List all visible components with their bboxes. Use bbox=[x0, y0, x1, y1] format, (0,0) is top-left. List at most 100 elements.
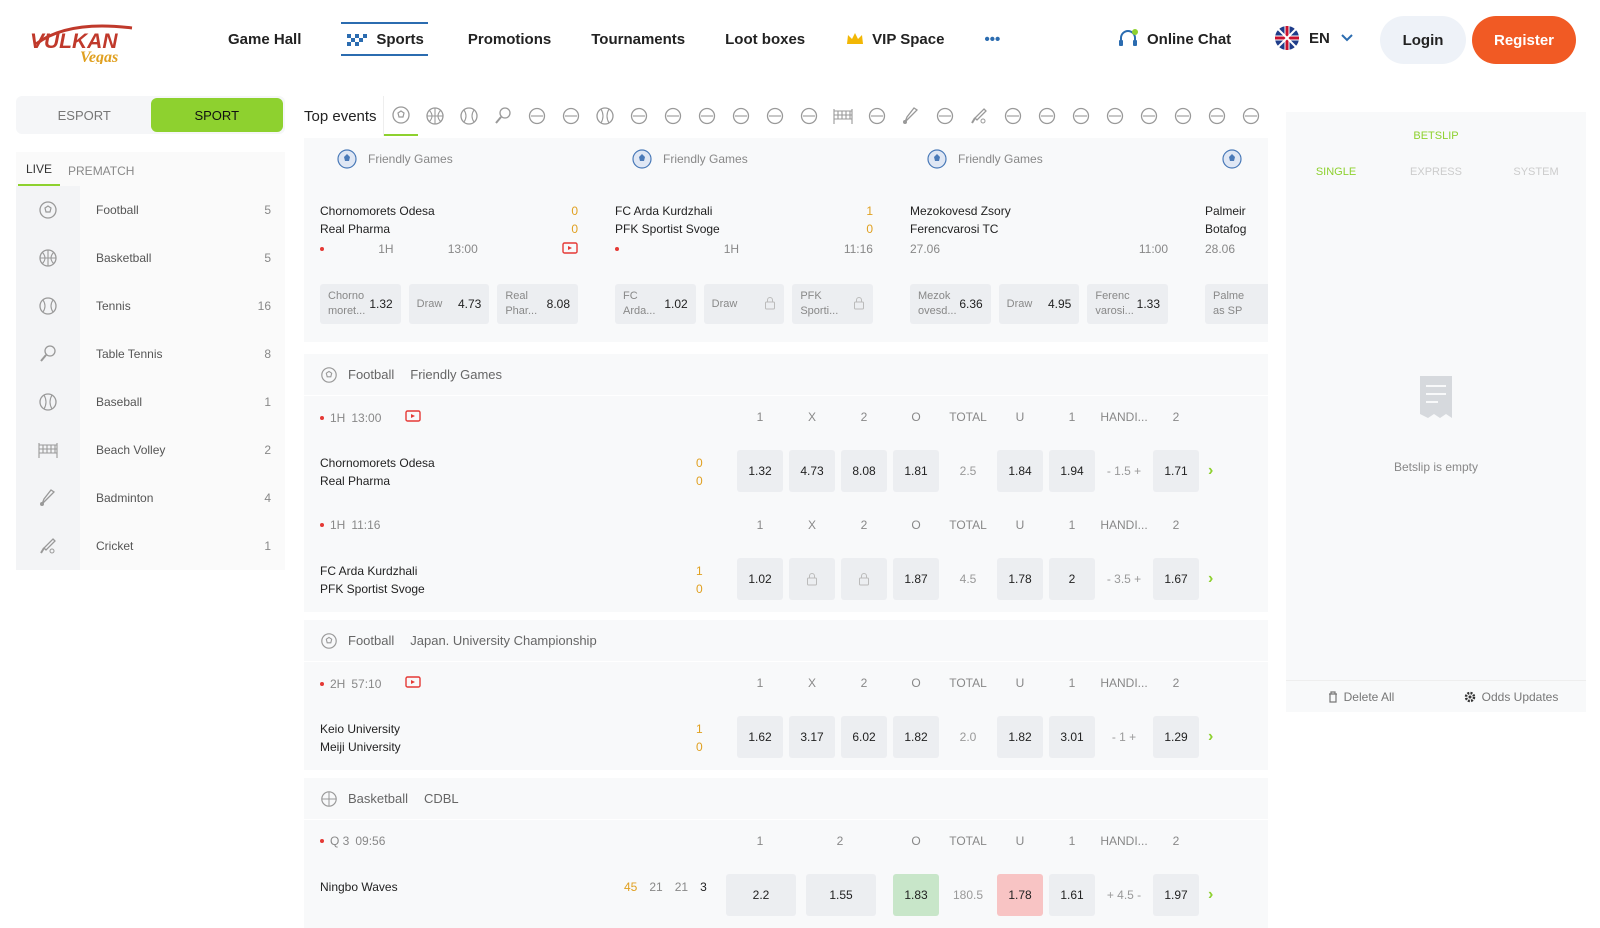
online-chat-button[interactable]: Online Chat bbox=[1117, 28, 1231, 50]
sidebar-item-table-tennis[interactable]: Table Tennis 8 bbox=[16, 330, 285, 378]
chevron-right-icon[interactable]: › bbox=[1208, 462, 1214, 479]
nav-promotions[interactable]: Promotions bbox=[468, 22, 551, 56]
odd-button[interactable]: Draw 4.73 bbox=[408, 284, 490, 324]
odd-button[interactable]: 1.94 bbox=[1049, 450, 1095, 492]
sidebar-item-football[interactable]: Football 5 bbox=[16, 186, 285, 234]
nav-loot-boxes[interactable]: Loot boxes bbox=[725, 22, 805, 56]
futsal-icon[interactable] bbox=[792, 96, 826, 136]
odd-button[interactable]: Mezok ovesd... 6.36 bbox=[910, 284, 991, 324]
top-event-card[interactable]: Friendly Games Chornomorets Odesa 0 Real Ph… bbox=[304, 138, 594, 342]
odd-button[interactable]: 1.71 bbox=[1153, 450, 1199, 492]
nav-tournaments[interactable]: Tournaments bbox=[591, 22, 685, 56]
odd-button[interactable]: PFK Sporti... bbox=[792, 284, 874, 324]
running-icon[interactable] bbox=[1132, 96, 1166, 136]
football-icon[interactable] bbox=[384, 96, 418, 136]
odd-button[interactable]: 4.73 bbox=[789, 450, 835, 492]
sidebar-item-tennis[interactable]: Tennis 16 bbox=[16, 282, 285, 330]
rugby-icon[interactable] bbox=[690, 96, 724, 136]
chevron-right-icon[interactable]: › bbox=[1208, 886, 1214, 903]
event-row[interactable]: Ningbo Waves 45 21 21 3 2.2 1.55 1.83 180.5 1.78 1… bbox=[304, 862, 1268, 928]
volleyball-icon[interactable] bbox=[520, 96, 554, 136]
water-polo-icon[interactable] bbox=[1030, 96, 1064, 136]
sidebar-item-badminton[interactable]: Badminton 4 bbox=[16, 474, 285, 522]
beach-volley-icon[interactable] bbox=[826, 96, 860, 136]
odd-button[interactable]: FC Arda... 1.02 bbox=[615, 284, 696, 324]
odd-button[interactable]: 6.02 bbox=[841, 716, 887, 758]
odd-button[interactable] bbox=[789, 558, 835, 600]
esport-toggle[interactable]: ESPORT bbox=[57, 107, 111, 123]
handball-icon[interactable] bbox=[622, 96, 656, 136]
odd-button[interactable]: 1.87 bbox=[893, 558, 939, 600]
odd-button[interactable]: 3.17 bbox=[789, 716, 835, 758]
odd-button[interactable]: 2.2 bbox=[726, 874, 796, 916]
curling-icon[interactable] bbox=[1234, 96, 1268, 136]
odd-button[interactable]: 1.78 bbox=[997, 558, 1043, 600]
nav-sports[interactable]: Sports bbox=[341, 22, 428, 56]
tab-express[interactable]: EXPRESS bbox=[1410, 166, 1462, 178]
tab-system[interactable]: SYSTEM bbox=[1513, 166, 1559, 178]
top-event-card[interactable]: Friendly Games FC Arda Kurdzhali 1 PFK Spor… bbox=[599, 138, 889, 342]
odd-button[interactable]: 1.82 bbox=[893, 716, 939, 758]
vulkan-vegas-logo[interactable]: VULKAN Vegas bbox=[28, 14, 140, 64]
odd-button[interactable]: 8.08 bbox=[841, 450, 887, 492]
odd-button[interactable]: Draw 4.95 bbox=[998, 284, 1080, 324]
odd-button[interactable]: 1.32 bbox=[737, 450, 783, 492]
bandy-icon[interactable] bbox=[1098, 96, 1132, 136]
top-event-card[interactable]: Friendly Games Mezokovesd Zsory Ferencvaro… bbox=[894, 138, 1184, 342]
odd-button[interactable]: 1.78 bbox=[997, 874, 1043, 916]
sport-toggle[interactable]: SPORT bbox=[150, 98, 283, 132]
odd-button[interactable]: 3.01 bbox=[1049, 716, 1095, 758]
tab-prematch[interactable]: PREMATCH bbox=[68, 164, 135, 178]
odd-button[interactable]: 2 bbox=[1049, 558, 1095, 600]
hockey-icon[interactable] bbox=[554, 96, 588, 136]
odd-button[interactable]: 1.81 bbox=[893, 450, 939, 492]
register-button[interactable]: Register bbox=[1472, 16, 1576, 64]
event-row[interactable]: Chornomorets Odesa Real Pharma 0 0 1.32 4.73 8… bbox=[304, 438, 1268, 504]
athletics-icon[interactable] bbox=[758, 96, 792, 136]
odd-button[interactable]: 1.82 bbox=[997, 716, 1043, 758]
nav-game-hall[interactable]: Game Hall bbox=[228, 22, 301, 56]
more-menu-icon[interactable]: ••• bbox=[984, 22, 1000, 56]
delete-all-button[interactable]: Delete All bbox=[1286, 680, 1436, 712]
sidebar-item-beach-volley[interactable]: Beach Volley 2 bbox=[16, 426, 285, 474]
sidebar-item-cricket[interactable]: Cricket 1 bbox=[16, 522, 285, 570]
table-tennis-icon[interactable] bbox=[486, 96, 520, 136]
odd-button[interactable]: 1.97 bbox=[1153, 874, 1199, 916]
language-selector[interactable]: EN bbox=[1275, 26, 1354, 50]
aussie-rules-icon[interactable] bbox=[1166, 96, 1200, 136]
live-video-icon[interactable] bbox=[405, 676, 422, 691]
odd-button[interactable]: 1.29 bbox=[1153, 716, 1199, 758]
odd-button[interactable]: Chorno moret... 1.32 bbox=[320, 284, 401, 324]
basketball-icon[interactable] bbox=[418, 96, 452, 136]
odd-button[interactable]: 1.02 bbox=[737, 558, 783, 600]
sidebar-item-baseball[interactable]: Baseball 1 bbox=[16, 378, 285, 426]
odd-button[interactable]: 1.84 bbox=[997, 450, 1043, 492]
event-row[interactable]: FC Arda Kurdzhali PFK Sportist Svoge 1 0 1.0… bbox=[304, 546, 1268, 612]
odd-button[interactable]: Real Phar... 8.08 bbox=[497, 284, 579, 324]
tab-live[interactable]: LIVE bbox=[18, 162, 61, 186]
nav-vip-space[interactable]: VIP Space bbox=[845, 22, 944, 56]
badminton-icon[interactable] bbox=[894, 96, 928, 136]
odd-button[interactable] bbox=[841, 558, 887, 600]
ice-hockey-icon[interactable] bbox=[656, 96, 690, 136]
cricket-icon[interactable] bbox=[962, 96, 996, 136]
odd-button[interactable]: 1.83 bbox=[893, 874, 939, 916]
golf-icon[interactable] bbox=[1064, 96, 1098, 136]
odd-button[interactable]: 1.67 bbox=[1153, 558, 1199, 600]
boxing-icon[interactable] bbox=[724, 96, 758, 136]
chevron-right-icon[interactable]: › bbox=[1208, 570, 1214, 587]
floorball-icon[interactable] bbox=[1200, 96, 1234, 136]
snooker-icon[interactable] bbox=[996, 96, 1030, 136]
top-event-card[interactable]: Palmeir Botafog 28.06 Palme as SP bbox=[1189, 138, 1268, 342]
baseball-icon[interactable] bbox=[588, 96, 622, 136]
american-football-icon[interactable] bbox=[860, 96, 894, 136]
tennis-icon[interactable] bbox=[452, 96, 486, 136]
event-row[interactable]: Keio University Meiji University 1 0 1.62 3.1… bbox=[304, 704, 1268, 770]
live-video-icon[interactable] bbox=[562, 241, 578, 257]
odd-button[interactable]: 1.62 bbox=[737, 716, 783, 758]
odd-button[interactable]: 1.55 bbox=[806, 874, 876, 916]
login-button[interactable]: Login bbox=[1380, 16, 1466, 64]
odd-button[interactable]: 1.61 bbox=[1049, 874, 1095, 916]
odd-button[interactable]: Ferenc varosi... 1.33 bbox=[1087, 284, 1169, 324]
odds-updates-button[interactable]: Odds Updates bbox=[1436, 680, 1586, 712]
